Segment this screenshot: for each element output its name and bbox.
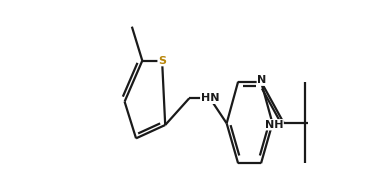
Text: N: N (257, 75, 266, 85)
Text: HN: HN (201, 93, 219, 103)
Text: NH: NH (265, 120, 283, 130)
Text: S: S (158, 56, 166, 66)
